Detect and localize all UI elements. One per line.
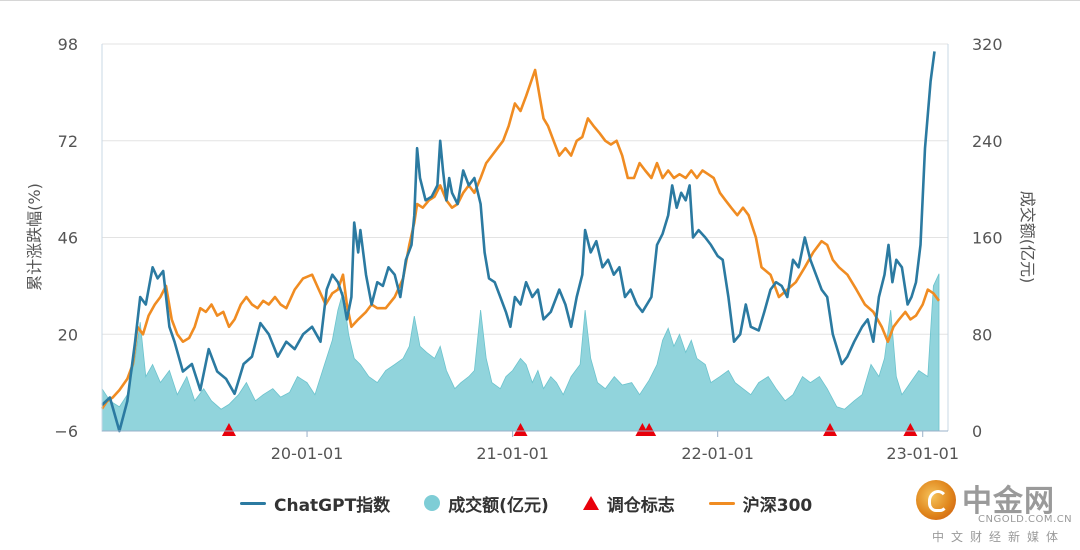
legend-swatch-chatgpt-index: [240, 501, 266, 505]
legend-item-chatgpt-index[interactable]: ChatGPT指数: [240, 491, 390, 516]
rebalance-markers: [221, 423, 918, 436]
right-tick-label: 240: [972, 132, 1003, 151]
volume-series-area: [101, 273, 940, 432]
right-axis-label: 成交额(亿元): [1018, 191, 1037, 284]
x-tick-label: 23-01-01: [886, 444, 959, 463]
line-series: [100, 51, 941, 433]
chatgpt-index-line: [101, 51, 936, 433]
rebalance-marker: [221, 423, 236, 436]
legend-swatch-hs300: [708, 501, 735, 505]
logo-tagline: 中文财经新媒体: [932, 530, 1066, 544]
rebalance-marker: [642, 423, 657, 436]
left-tick-label: −6: [54, 422, 78, 441]
left-axis-label: 累计涨跌幅(%): [25, 183, 44, 291]
rebalance-marker: [513, 423, 528, 436]
watermark-logo: 中金网 CNGOLD.COM.CN 中文财经新媒体: [914, 474, 1072, 544]
right-tick-label: 80: [972, 325, 992, 344]
left-tick-label: 20: [58, 325, 78, 344]
volume-area: [101, 273, 940, 432]
legend-label-volume: 成交额(亿元): [448, 495, 549, 516]
legend: ChatGPT指数 成交额(亿元) 调仓标志 沪深300: [240, 488, 812, 518]
right-tick-label: 320: [972, 35, 1003, 54]
legend-swatch-rebalance: [582, 496, 599, 510]
x-tick-label: 22-01-01: [681, 444, 754, 463]
legend-item-hs300[interactable]: 沪深300: [708, 491, 813, 516]
right-tick-label: 160: [972, 229, 1003, 248]
legend-label-rebalance: 调仓标志: [606, 495, 675, 516]
logo-icon: [916, 480, 956, 520]
left-tick-label: 72: [58, 132, 78, 151]
left-tick-label: 46: [58, 229, 78, 248]
legend-item-rebalance[interactable]: 调仓标志: [582, 491, 675, 516]
right-tick-label: 0: [972, 422, 982, 441]
legend-label-chatgpt-index: ChatGPT指数: [274, 495, 391, 516]
x-tick-label: 20-01-01: [271, 444, 344, 463]
left-tick-label: 98: [58, 35, 78, 54]
logo-name: 中金网: [962, 484, 1055, 519]
legend-label-hs300: 沪深300: [742, 495, 813, 516]
hs300-line: [100, 68, 941, 410]
legend-item-volume[interactable]: 成交额(亿元): [424, 491, 549, 516]
legend-swatch-volume: [424, 495, 441, 511]
logo-url: CNGOLD.COM.CN: [978, 514, 1073, 525]
axes: 98 320 72 240 46 160 20 80 −6 0 20-01-01 21-01-01 22…: [54, 35, 1002, 463]
rebalance-marker: [903, 423, 918, 436]
x-tick-label: 21-01-01: [476, 444, 549, 463]
rebalance-marker: [823, 423, 838, 436]
